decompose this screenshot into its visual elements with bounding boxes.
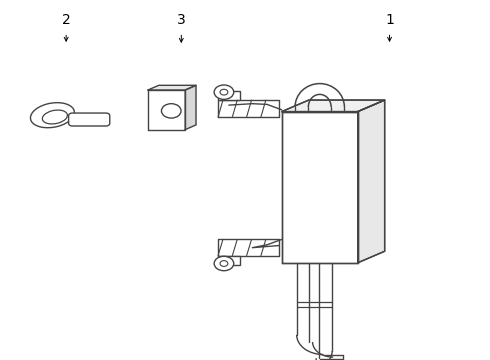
Circle shape (220, 261, 228, 266)
Polygon shape (218, 239, 279, 256)
Text: 3: 3 (177, 13, 186, 27)
FancyBboxPatch shape (218, 91, 240, 100)
Text: 2: 2 (62, 13, 71, 27)
Circle shape (214, 256, 234, 271)
Circle shape (220, 89, 228, 95)
Polygon shape (148, 90, 185, 130)
Polygon shape (218, 100, 279, 117)
Polygon shape (185, 85, 196, 130)
Ellipse shape (30, 103, 74, 128)
FancyBboxPatch shape (218, 256, 240, 265)
Text: 1: 1 (385, 13, 394, 27)
Polygon shape (148, 85, 196, 90)
Polygon shape (282, 100, 385, 112)
Polygon shape (358, 100, 385, 263)
FancyBboxPatch shape (69, 113, 110, 126)
Circle shape (161, 104, 181, 118)
Circle shape (214, 85, 234, 99)
Polygon shape (282, 112, 358, 263)
Ellipse shape (42, 110, 68, 124)
